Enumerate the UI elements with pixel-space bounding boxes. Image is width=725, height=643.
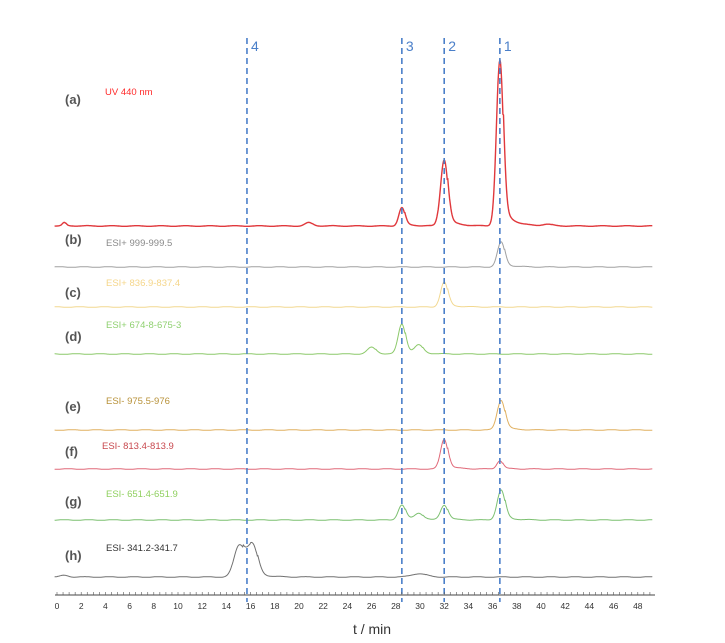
series-name: ESI+ 999-999.5 [106,238,172,249]
panel-label: (a) [65,92,81,107]
panel-label: (h) [65,548,82,563]
series-labels: (a) UV 440 nm (b) ESI+ 999-999.5 (c) ESI+ 836… [65,87,181,563]
series-name: ESI- 813.4-813.9 [102,441,174,452]
panel-label: (f) [65,444,78,459]
marker-label-1: 1 [504,38,512,54]
x-tick-label: 20 [294,601,304,611]
x-tick-label: 28 [391,601,401,611]
trace-b [54,241,653,268]
marker-label-2: 2 [448,38,456,54]
x-tick-label: 6 [127,601,132,611]
x-tick-label: 34 [464,601,474,611]
panel-label: (e) [65,399,81,414]
panel-label: (c) [65,285,81,300]
x-tick-label: 2 [79,601,84,611]
x-tick-label: 0 [55,601,60,611]
x-tick-label: 30 [415,601,425,611]
marker-label-3: 3 [406,38,414,54]
x-tick-label: 48 [633,601,643,611]
x-tick-label: 14 [222,601,232,611]
series-name: ESI- 651.4-651.9 [106,489,178,500]
trace-e [54,399,653,431]
x-tick-label: 4 [103,601,108,611]
series-name: ESI+ 674-8-675-3 [106,320,181,331]
x-tick-label: 12 [197,601,207,611]
markers: 4 3 2 1 [246,38,512,602]
panel-label: (g) [65,494,82,509]
x-tick-label: 42 [560,601,570,611]
x-tick-label: 18 [270,601,280,611]
trace-f [54,438,653,470]
x-axis-label: t / min [353,621,391,637]
panel-label: (d) [65,329,82,344]
trace-g [54,489,653,521]
x-tick-label: 8 [151,601,156,611]
x-tick-label: 36 [488,601,498,611]
trace-d [54,323,653,355]
marker-label-4: 4 [251,38,259,54]
trace-h [54,541,653,578]
x-tick-label: 32 [439,601,449,611]
x-tick-label: 22 [318,601,328,611]
panel-label: (b) [65,232,82,247]
series-name: ESI+ 836.9-837.4 [106,278,180,289]
x-tick-label: 26 [367,601,377,611]
x-tick-label: 10 [173,601,183,611]
x-tick-label: 16 [246,601,256,611]
x-axis: 0 2 4 6 8 10 12 14 16 18 20 22 24 26 28 30 32 34 36 38 40 42 4… [55,592,655,611]
trace-a [54,59,653,227]
series-name: UV 440 nm [105,87,153,98]
trace-c [54,281,653,308]
x-tick-label: 46 [609,601,619,611]
x-tick-label: 24 [343,601,353,611]
series-name: ESI- 975.5-976 [106,396,170,407]
traces [54,59,653,578]
x-tick-label: 38 [512,601,522,611]
x-tick-label: 40 [536,601,546,611]
series-name: ESI- 341.2-341.7 [106,543,178,554]
x-tick-label: 44 [585,601,595,611]
